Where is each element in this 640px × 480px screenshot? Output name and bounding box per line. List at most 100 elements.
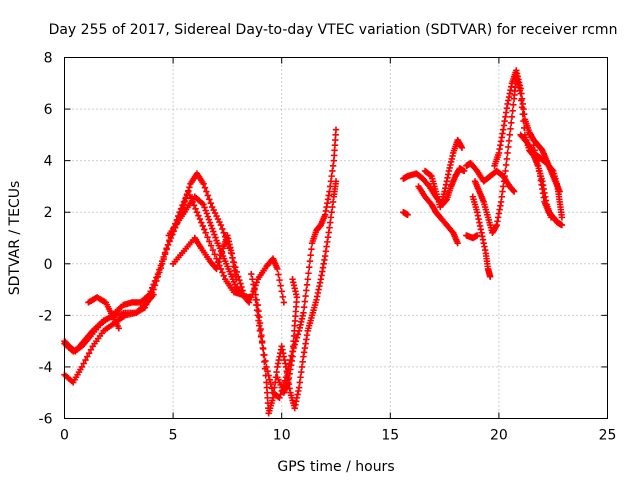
data-point [301,298,309,305]
data-point [157,264,164,272]
data-point [87,346,95,353]
data-point [535,167,543,175]
grid-lines [64,57,608,419]
data-point [280,299,288,306]
data-point [219,269,226,276]
data-point [206,219,214,226]
data-point [202,207,209,214]
plot-frame [64,57,608,419]
data-point [186,191,193,199]
data-point [212,234,219,241]
data-point [510,188,518,195]
data-point [508,119,515,127]
data-point [306,264,313,271]
data-point [207,242,215,249]
data-point [210,228,217,235]
series-track-4 [61,291,157,386]
data-point [256,327,264,335]
x-tick-label: 25 [599,428,617,444]
data-point [509,107,516,114]
data-point [458,144,466,151]
data-point [507,125,514,133]
data-point [277,391,284,398]
data-point [159,260,166,267]
data-point [266,376,273,384]
data-point [263,363,270,371]
data-point [209,246,217,254]
data-point [253,279,260,286]
data-point [218,248,226,255]
data-point [460,167,468,175]
data-point [238,283,245,291]
y-tick-label: -2 [39,308,53,324]
data-point [153,277,160,285]
data-point [277,282,284,289]
data-point [85,349,93,357]
data-point [238,290,245,297]
data-point [278,288,285,295]
data-point [506,131,513,139]
series-track-3 [85,294,122,332]
data-point [276,276,283,284]
data-point [202,229,209,237]
data-point [215,258,222,266]
data-point [192,205,199,212]
data-point [303,287,310,294]
data-point [154,273,162,280]
data-point [248,294,255,301]
data-point [505,137,513,145]
data-point [204,192,212,199]
data-point [206,196,213,203]
x-tick-label: 15 [381,428,399,444]
data-point [505,143,512,151]
data-point [185,188,192,195]
data-point [164,241,172,249]
data-point [80,360,87,367]
data-point [198,219,205,226]
data-point [219,225,226,233]
data-point [487,273,494,280]
data-point [201,204,208,211]
data-point [289,276,296,283]
data-point [201,226,208,233]
data-point [78,363,86,371]
data-point [206,238,213,245]
data-point [279,293,286,301]
data-point [303,281,311,289]
series-track-13 [421,136,466,211]
data-point [504,149,511,157]
data-point [251,286,258,293]
data-point [300,303,308,311]
data-point [262,357,269,365]
series-track-14 [463,232,481,242]
data-point [265,372,272,379]
data-point [281,377,289,384]
chart-title: Day 255 of 2017, Sidereal Day-to-day VTE… [49,22,618,38]
data-point [248,270,255,278]
data-point [213,265,220,273]
data-point [250,281,257,288]
data-point [427,172,434,179]
y-tick-label: -4 [39,360,53,376]
data-point [82,356,89,364]
series-track-10 [400,209,411,218]
data-point [558,221,566,229]
series-track-2 [61,188,253,355]
data-point [196,215,204,223]
data-point [201,184,209,191]
data-point [508,113,516,121]
data-point [264,368,271,375]
y-tick-label: 2 [44,205,53,221]
x-tick-label: 10 [273,428,291,444]
data-point [237,280,244,287]
data-point [180,198,188,206]
data-point [208,225,216,232]
data-point [207,199,214,207]
x-tick-label: 20 [490,428,508,444]
data-point [115,325,122,332]
data-point [268,385,276,392]
data-point [220,272,227,280]
data-point [404,211,411,218]
data-point [216,255,223,262]
data-point [203,210,210,217]
